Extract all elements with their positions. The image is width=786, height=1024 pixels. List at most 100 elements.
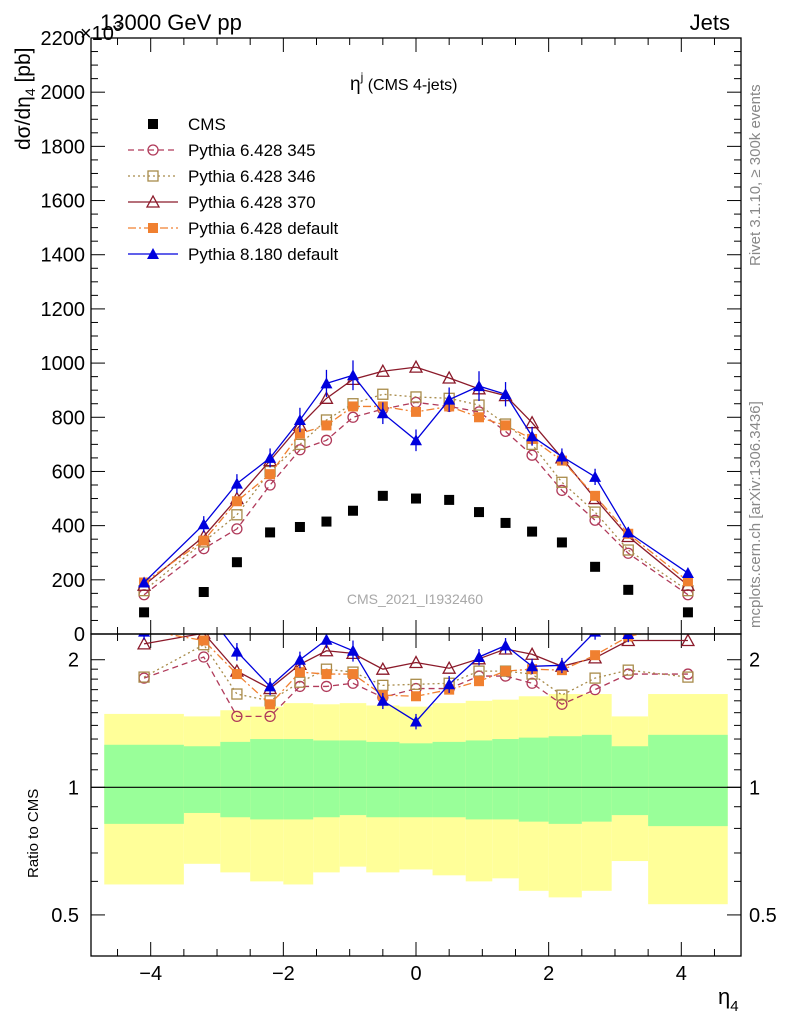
ratio-point-p345: [526, 677, 538, 689]
ratio-band-inner: [183, 746, 221, 813]
ratio-band-inner: [313, 740, 340, 818]
rivet-label: Rivet 3.1.10, ≥ 300k events: [747, 84, 764, 266]
main-point-cms: [527, 526, 538, 537]
ratio-point-p346: [294, 676, 306, 688]
ratio-point-p8: [473, 650, 486, 662]
ratio-band-inner: [104, 744, 184, 824]
main-point-p346: [231, 509, 243, 521]
ratio-point-pdef: [474, 676, 485, 687]
main-point-cms: [623, 584, 634, 595]
ratio-point-pdef: [321, 669, 332, 680]
header-jets: Jets: [690, 10, 730, 35]
y-axis-label-ratio: Ratio to CMS: [25, 789, 42, 878]
ratio-band-inner: [399, 743, 433, 818]
main-point-p8: [197, 518, 210, 530]
main-point-p346: [589, 506, 601, 518]
y-tick-label-main: 1000: [41, 353, 86, 375]
main-point-p345: [526, 449, 538, 461]
main-point-p8: [555, 450, 568, 462]
y-tick-label-main: 1200: [41, 299, 86, 321]
main-point-cms: [444, 494, 455, 505]
main-panel: 0 200 400 600 800 1000 1200 1400 1600 1800 2000 220…: [41, 28, 742, 956]
legend-label-p370: Pythia 6.428 370: [188, 193, 316, 212]
ratio-point-p370: [680, 634, 696, 647]
main-point-pdef: [590, 490, 601, 501]
main-point-pdef: [294, 428, 305, 439]
main-point-pdef: [411, 406, 421, 417]
mcplots-label: mcplots.cern.ch [arXiv:1306.3436]: [747, 401, 764, 628]
ratio-point-p8: [443, 678, 456, 690]
x-axis-label: η4: [718, 984, 739, 1015]
main-point-pdef: [347, 401, 358, 412]
main-point-p8: [526, 430, 539, 442]
ratio-point-p346: [410, 678, 422, 690]
main-point-p8: [320, 377, 333, 389]
ratio-point-p8: [346, 644, 359, 656]
ratio-point-p8: [230, 645, 243, 657]
ratio-point-p8: [293, 653, 306, 665]
legend-marker-p8: [147, 248, 159, 259]
legend-label-p346: Pythia 6.428 346: [188, 167, 316, 186]
main-point-pdef: [500, 420, 511, 431]
y-tick-label-ratio: 1: [68, 777, 79, 799]
ratio-line-p370: [143, 634, 688, 690]
header-energy: 13000 GeV pp: [100, 10, 242, 35]
ratio-point-pdef: [590, 650, 601, 661]
ratio-point-p8: [622, 634, 635, 639]
main-point-p8: [589, 470, 602, 482]
legend-marker-pdef: [148, 223, 158, 233]
y-tick-label-ratio: 2: [68, 650, 79, 672]
main-point-cms: [377, 490, 388, 501]
main-point-p346: [622, 544, 634, 556]
analysis-watermark: CMS_2021_I1932460: [347, 591, 483, 607]
ratio-point-p8: [138, 634, 151, 637]
main-point-cms: [294, 521, 305, 532]
ratio-point-p8: [376, 694, 389, 706]
ratio-point-p345: [320, 680, 333, 693]
ratio-point-pdef: [198, 635, 209, 646]
y-tick-label-ratio-right: 0.5: [749, 905, 777, 927]
main-point-cms: [411, 493, 421, 504]
ratio-point-pdef: [500, 666, 511, 677]
main-point-p345: [347, 411, 359, 423]
ratio-line-p346: [143, 643, 689, 702]
main-point-pdef: [265, 469, 276, 480]
ratio-point-pdef: [347, 669, 358, 680]
main-plot-area: [136, 359, 696, 618]
ratio-point-p8: [555, 659, 568, 671]
y-tick-label-main: 0: [74, 624, 85, 646]
ratio-band-inner: [432, 741, 466, 818]
main-point-cms: [474, 507, 485, 518]
y-tick-label-main: 2000: [41, 82, 86, 104]
main-point-pdef: [474, 412, 485, 423]
ratio-point-pdef: [683, 620, 693, 630]
x-tick-label: −4: [139, 963, 162, 985]
ratio-frame: [90, 633, 742, 957]
main-point-p345: [231, 523, 243, 535]
legend-marker-p370: [145, 194, 161, 208]
main-point-p345: [320, 434, 333, 446]
ratio-band-inner: [283, 739, 314, 820]
y-tick-label-main: 800: [52, 407, 85, 429]
main-point-p8: [293, 413, 306, 425]
main-point-pdef: [198, 535, 209, 546]
ratio-point-pdef: [411, 691, 421, 702]
legend-marker-p345: [147, 144, 159, 156]
ratio-point-p8: [264, 680, 277, 692]
ratio-point-pdef: [294, 667, 305, 678]
main-point-cms: [556, 537, 567, 548]
ratio-band-inner: [339, 740, 367, 816]
axis-exponent: ×103: [80, 18, 122, 45]
y-tick-label-main: 2200: [41, 28, 86, 50]
ratio-point-p8: [499, 639, 512, 651]
ratio-point-p8: [589, 634, 602, 637]
main-point-cms: [198, 587, 209, 598]
y-tick-label-ratio-right: 2: [749, 650, 760, 672]
ratio-point-p346: [473, 665, 485, 677]
ratio-point-pdef: [265, 699, 276, 710]
main-point-p346: [410, 391, 422, 403]
x-tick-label: −2: [272, 963, 295, 985]
y-tick-label-main: 1800: [41, 136, 86, 158]
ratio-band-inner: [648, 734, 728, 827]
